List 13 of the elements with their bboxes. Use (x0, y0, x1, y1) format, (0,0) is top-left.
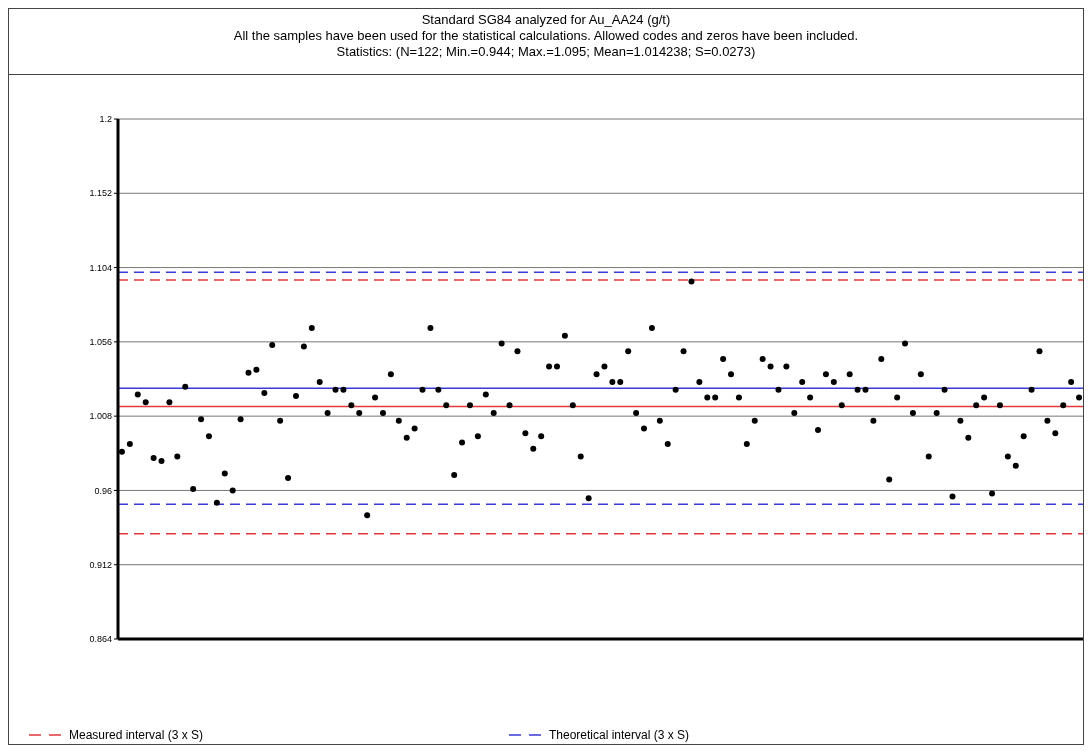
y-tick-label: 0.96 (94, 485, 112, 496)
text: Statistics: (N=122; Min.=0.944; Max.=1.095; Mean=1.014238; S=0.0273) (335, 44, 757, 60)
y-tick-label: 1.104 (89, 262, 112, 273)
y-tick-label: 1.152 (89, 188, 112, 199)
y-tick-label: 1.008 (89, 411, 112, 422)
chart-title: Standard SG84 analyzed for Au_AA24 (g/t) (420, 12, 672, 28)
y-tick-label: 1.2 (99, 114, 112, 125)
y-tick-label: 0.864 (89, 634, 112, 645)
y-tick-label: 0.912 (89, 559, 112, 570)
legend-label: Measured interval (3 x S) (69, 728, 204, 742)
y-tick-label: 1.056 (89, 337, 112, 348)
legend-label: Theoretical interval (3 x S) (549, 728, 690, 742)
chart-subtitle: All the samples have been used for the statistical calculations. Allowed codes and zeros have been included. (232, 28, 860, 44)
